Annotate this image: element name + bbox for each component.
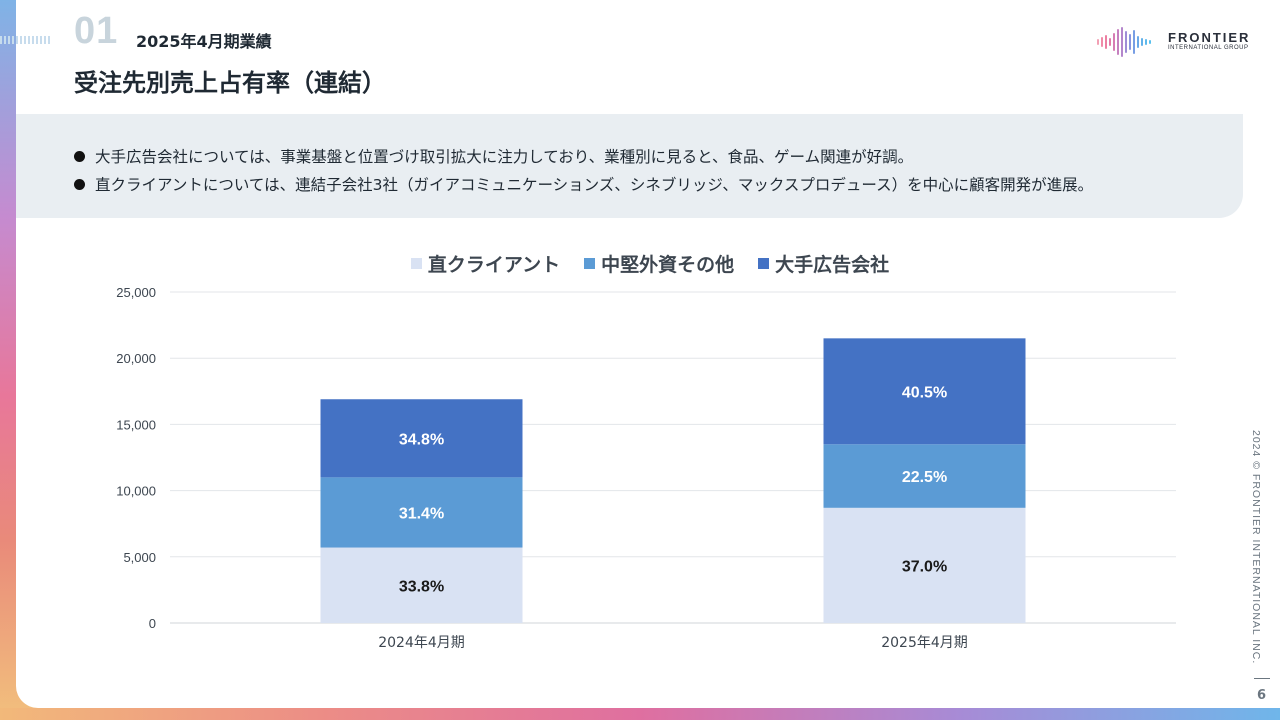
y-tick-label: 10,000 (116, 484, 156, 499)
logo-name: FRONTIER (1168, 30, 1251, 45)
section-number: 01 (74, 10, 119, 52)
y-tick-label: 15,000 (116, 417, 156, 432)
bar-segment (320, 547, 523, 623)
page-number: 6 (1257, 688, 1267, 703)
legend-swatch (758, 258, 770, 269)
y-tick-label: 20,000 (116, 351, 156, 366)
summary-bullet-text: 大手広告会社については、事業基盤と位置づけ取引拡大に注力しており、業種別に見ると… (95, 148, 914, 166)
x-tick-label: 2025年4月期 (881, 635, 968, 651)
decorative-ticks (0, 36, 50, 44)
legend-swatch (584, 258, 596, 269)
y-tick-label: 0 (149, 616, 156, 631)
legend-swatch (410, 258, 422, 269)
bar-segment (320, 477, 523, 548)
bar-segment (823, 444, 1026, 508)
copyright-text: 2024 © FRONTIER INTERNATIONAL INC. (1250, 430, 1262, 665)
legend-item: 直クライアント (410, 250, 561, 277)
x-tick-label: 2024年4月期 (378, 635, 465, 651)
data-label: 34.8% (399, 431, 444, 448)
summary-bullet: 大手広告会社については、事業基盤と位置づけ取引拡大に注力しており、業種別に見ると… (74, 145, 913, 167)
legend-label: 大手広告会社 (775, 254, 890, 276)
y-tick-label: 25,000 (116, 285, 156, 300)
page-title: 受注先別売上占有率（連結） (74, 69, 386, 97)
logo-wave-icon (1097, 27, 1151, 57)
summary-box (16, 114, 1243, 218)
summary-bullet-text: 直クライアントについては、連結子会社3社（ガイアコミュニケーションズ、シネブリッ… (95, 176, 1094, 194)
summary-bullet: 直クライアントについては、連結子会社3社（ガイアコミュニケーションズ、シネブリッ… (74, 173, 1093, 195)
legend-item: 大手広告会社 (758, 250, 889, 277)
chart-legend: 直クライアント 中堅外資その他 大手広告会社 (0, 250, 1280, 277)
data-label: 33.8% (399, 578, 444, 595)
data-label: 37.0% (902, 558, 947, 575)
data-label: 31.4% (399, 505, 444, 522)
company-logo: FRONTIER INTERNATIONAL GROUP (1096, 26, 1258, 58)
bar-segment (320, 399, 523, 478)
bullet-dot-icon (74, 178, 85, 190)
legend-label: 中堅外資その他 (601, 254, 735, 276)
bottom-gradient-strip (0, 708, 1280, 720)
y-tick-label: 5,000 (123, 550, 156, 565)
logo-subtitle: INTERNATIONAL GROUP (1168, 45, 1249, 51)
page-divider (1254, 678, 1270, 679)
section-title: 2025年4月期業績 (136, 32, 272, 51)
data-label: 40.5% (902, 384, 947, 401)
bar-segment (823, 338, 1026, 445)
legend-item: 中堅外資その他 (584, 250, 734, 277)
bar-segment (823, 507, 1026, 623)
bullet-dot-icon (74, 150, 85, 162)
legend-label: 直クライアント (427, 254, 561, 276)
data-label: 22.5% (902, 469, 947, 486)
